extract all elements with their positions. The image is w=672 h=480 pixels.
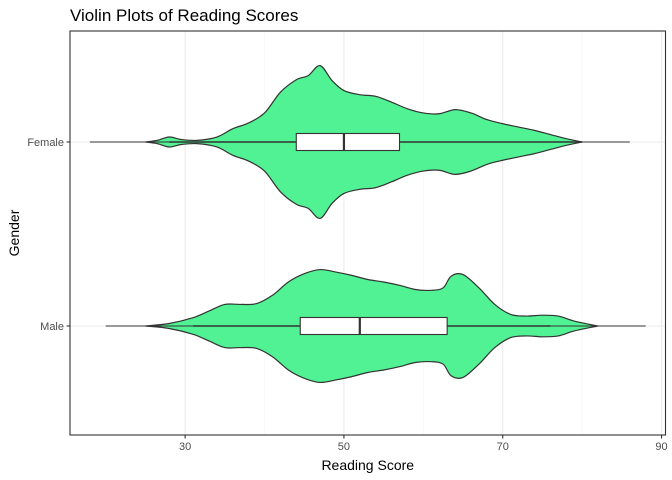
grid-lines <box>70 31 666 435</box>
violin-male <box>105 268 646 384</box>
x-tick-label: 70 <box>497 441 509 453</box>
x-tick-label: 50 <box>338 441 350 453</box>
y-tick-label: Male <box>40 321 64 333</box>
box-iqr <box>295 132 401 152</box>
x-tick-label: 90 <box>655 441 667 453</box>
violin-female <box>89 65 630 219</box>
y-axis-title: Gender <box>6 209 22 256</box>
chart-title: Violin Plots of Reading Scores <box>70 6 298 25</box>
axes: 30 50 70 90 Female Male <box>27 137 667 453</box>
x-tick-label: 30 <box>179 441 191 453</box>
x-axis-title: Reading Score <box>321 457 414 473</box>
box-iqr <box>299 316 448 336</box>
y-tick-label: Female <box>27 137 64 149</box>
violins <box>89 65 646 384</box>
plot-panel-border <box>69 30 667 436</box>
